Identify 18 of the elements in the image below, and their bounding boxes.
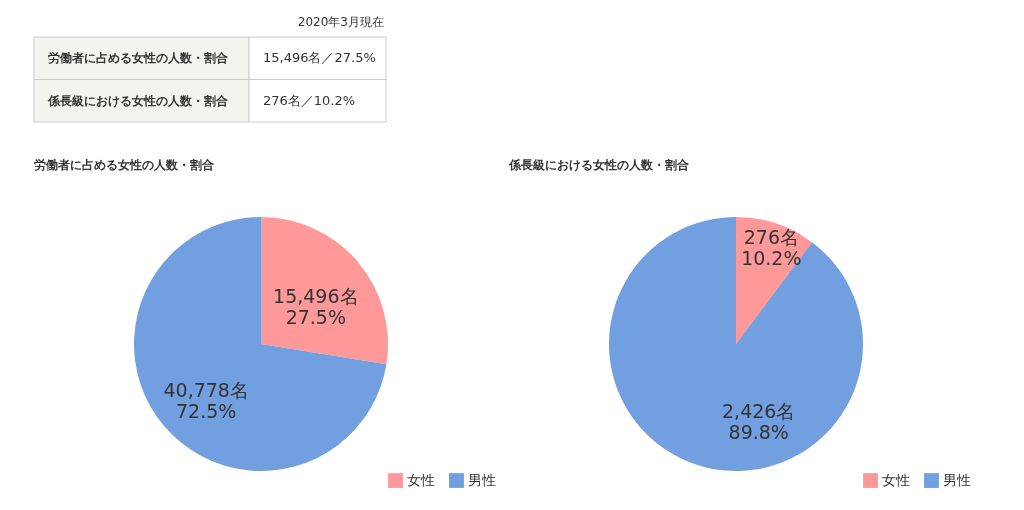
data-label: 2,426名 89.8%	[722, 400, 796, 444]
legend-label: 男性	[468, 471, 496, 488]
legend-label: 女性	[882, 471, 910, 488]
pie-slice	[134, 217, 387, 471]
text: 15,496名／27.5%	[263, 50, 376, 66]
legend-label: 男性	[943, 471, 971, 488]
legend-label: 女性	[407, 471, 435, 488]
text: 労働者に占める女性の人数・割合	[48, 51, 229, 66]
pie-slice	[261, 217, 388, 365]
chart-title: 係長級における女性の人数・割合	[508, 158, 690, 172]
chart-title: 労働者に占める女性の人数・割合	[34, 158, 215, 172]
text: 276名／10.2%	[263, 92, 356, 108]
data-label: 15,496名 27.5%	[273, 285, 359, 329]
data-label: 276名 10.2%	[741, 225, 802, 269]
text: 係長級における女性の人数・割合	[47, 93, 229, 108]
pie-slice	[609, 217, 863, 471]
data-label: 40,778名 72.5%	[163, 378, 249, 422]
text: 2020年3月現在	[297, 15, 384, 29]
